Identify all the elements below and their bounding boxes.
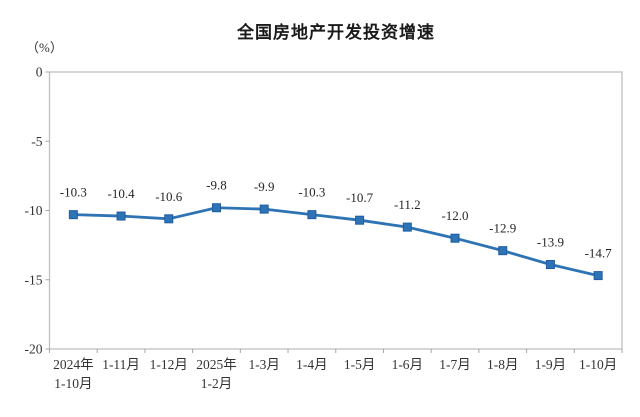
data-point-marker [211,203,221,213]
y-axis-tick-label: -20 [25,342,43,357]
x-axis-tick-label: 1-6月 [392,357,424,372]
x-axis-tick-label: 1-5月 [344,357,376,372]
data-point-marker [545,260,555,270]
plot-border [48,71,623,350]
data-point-label: -11.2 [394,197,421,212]
x-axis-tick-label: 1-12月 [150,357,188,372]
y-axis-tick-label: -5 [31,134,42,149]
y-axis-tick-label: -10 [25,203,43,218]
x-axis-tick-label: 1-8月 [487,357,519,372]
x-axis-tick-label: 1-9月 [535,357,567,372]
data-point-marker [307,210,317,220]
data-point-marker [593,271,603,281]
data-point-label: -10.6 [155,189,183,204]
series-line [71,206,600,277]
data-point-label: -12.9 [489,221,516,236]
data-point-label: -10.3 [298,185,325,200]
data-point-label: -12.0 [441,208,468,223]
y-axis-tick-label: -15 [25,272,43,287]
x-axis-tick-label: 1-4月 [296,357,328,372]
data-point-marker [355,215,365,225]
data-point-marker [259,204,269,214]
data-point-label: -9.9 [254,179,275,194]
x-axis-tick-label: 1-3月 [248,357,280,372]
x-axis-tick-label: 2025年 1-2月 [196,357,237,391]
data-point-label: -9.8 [206,178,227,193]
chart-title: 全国房地产开发投资增速 [237,23,435,42]
data-point-marker [450,233,460,243]
data-point-marker [402,222,412,232]
x-axis-tick-label: 1-7月 [439,357,471,372]
data-point-label: -14.7 [585,246,613,261]
data-point-marker [498,246,508,256]
data-point-label: -10.7 [346,190,374,205]
data-point-marker [116,211,126,221]
data-point-label: -13.9 [537,235,564,250]
x-axis-tick-label: 2024年 1-10月 [53,357,94,391]
data-point-marker [68,210,78,220]
x-axis-tick-label: 1-10月 [579,357,617,372]
data-point-marker [164,214,174,224]
data-point-label: -10.4 [108,186,136,201]
data-point-label: -10.3 [60,185,87,200]
y-axis-tick-label: 0 [36,65,43,80]
y-axis-unit-label: （%） [26,40,63,55]
x-axis-tick-label: 1-11月 [102,357,140,372]
